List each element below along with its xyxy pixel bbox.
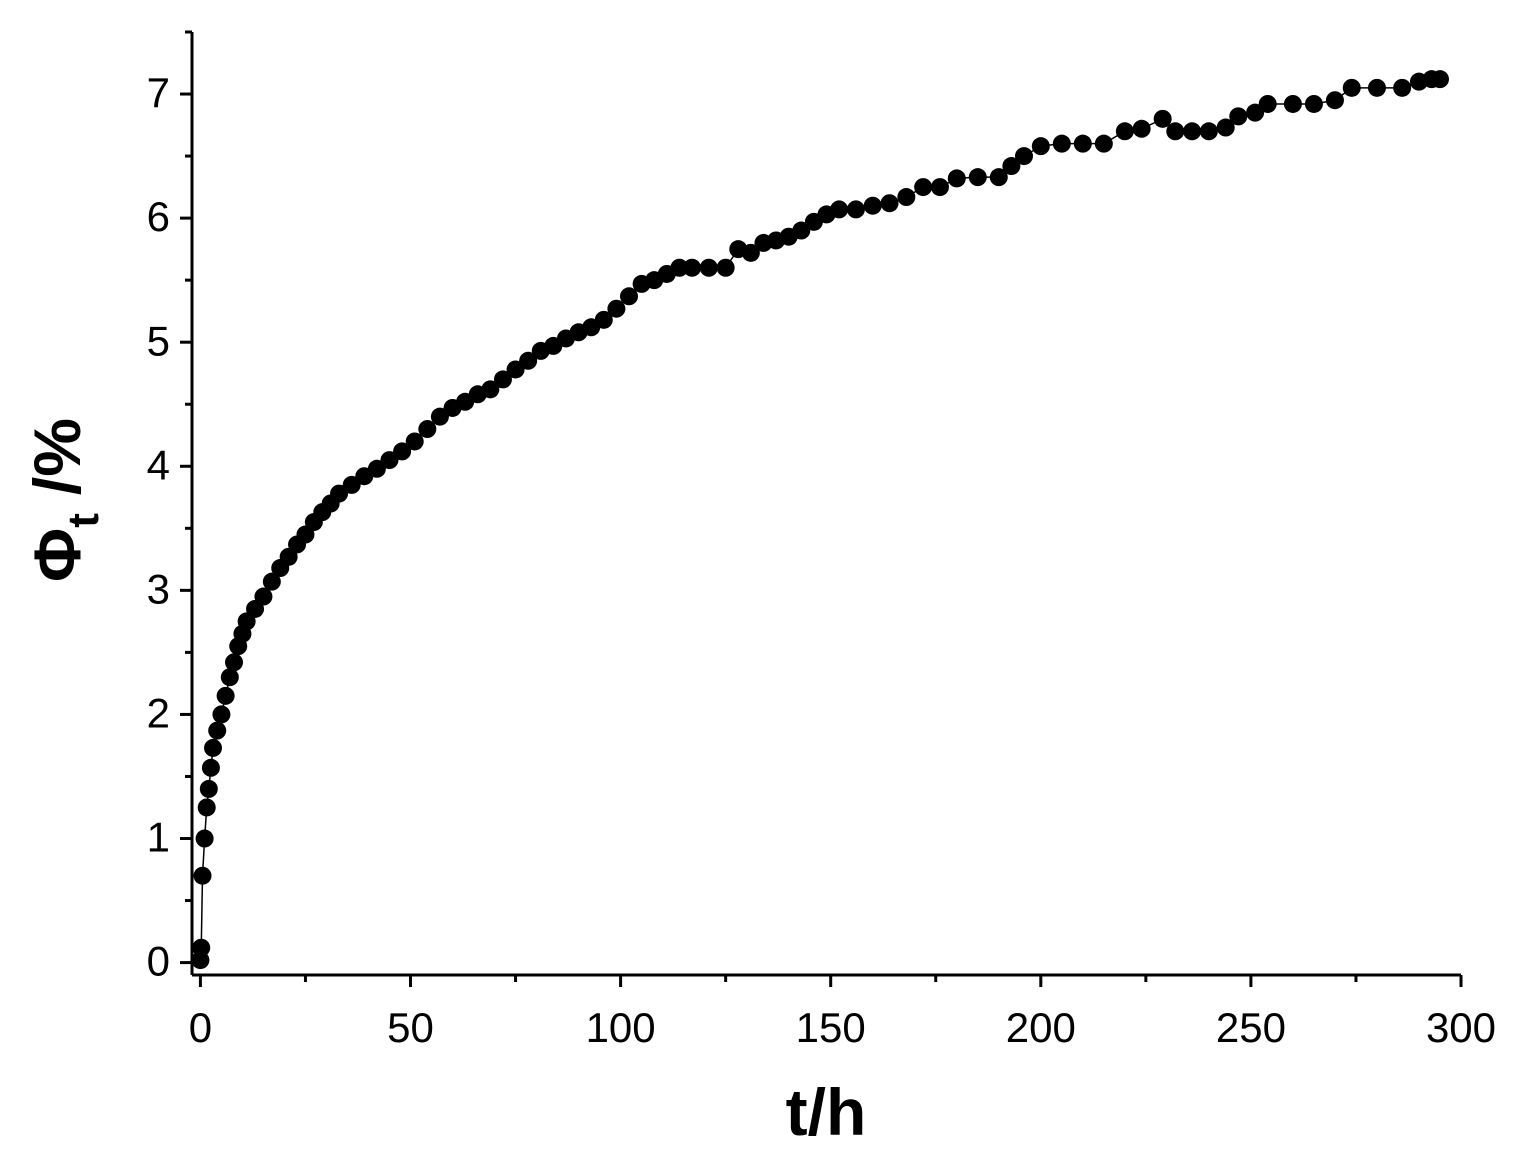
- y-axis-title: Φt /%: [20, 418, 108, 582]
- data-point: [197, 798, 216, 817]
- data-point: [1258, 94, 1277, 113]
- y-axis-subscript: t: [59, 513, 108, 528]
- y-axis-unit: /%: [20, 418, 94, 495]
- data-point: [1153, 109, 1172, 128]
- data-point: [1283, 94, 1302, 113]
- y-tick-label: 4: [147, 441, 170, 488]
- data-point: [199, 779, 218, 798]
- data-point: [405, 432, 424, 451]
- data-point: [1216, 118, 1235, 137]
- data-point: [741, 243, 760, 262]
- y-axis-symbol: Φ: [20, 528, 94, 582]
- data-point: [262, 572, 281, 591]
- data-point: [195, 829, 214, 848]
- data-point: [330, 484, 349, 503]
- data-point: [216, 686, 235, 705]
- data-point: [1199, 122, 1218, 141]
- data-point: [670, 258, 689, 277]
- data-point: [699, 258, 718, 277]
- data-point: [1166, 122, 1185, 141]
- x-axis-title: t/h: [786, 1075, 867, 1149]
- data-point: [930, 178, 949, 197]
- data-point: [193, 866, 212, 885]
- data-point: [1304, 94, 1323, 113]
- data-point: [863, 196, 882, 215]
- data-point: [393, 442, 412, 461]
- data-point: [683, 258, 702, 277]
- x-tick-label: 50: [387, 1004, 434, 1051]
- x-tick-label: 150: [796, 1004, 866, 1051]
- data-point: [1052, 134, 1071, 153]
- data-point: [430, 407, 449, 426]
- data-point: [968, 168, 987, 187]
- data-point: [716, 258, 735, 277]
- data-point: [880, 194, 899, 213]
- data-point: [1115, 122, 1134, 141]
- data-point: [192, 938, 211, 957]
- data-point: [1325, 91, 1344, 110]
- data-point: [1367, 78, 1386, 97]
- data-point: [1229, 107, 1248, 126]
- data-point: [481, 380, 500, 399]
- data-point: [989, 168, 1008, 187]
- data-point: [1031, 137, 1050, 156]
- x-tick-label: 200: [1006, 1004, 1076, 1051]
- data-point: [846, 200, 865, 219]
- data-point: [1246, 103, 1265, 122]
- x-tick-label: 0: [189, 1004, 212, 1051]
- data-point: [367, 459, 386, 478]
- data-point: [1014, 147, 1033, 166]
- y-tick-label: 3: [147, 565, 170, 612]
- data-point: [506, 360, 525, 379]
- data-point: [1132, 119, 1151, 138]
- data-point: [620, 287, 639, 306]
- data-point: [1342, 78, 1361, 97]
- data-point: [418, 420, 437, 439]
- y-tick-label: 5: [147, 317, 170, 364]
- data-point: [830, 200, 849, 219]
- data-point: [1183, 122, 1202, 141]
- data-point: [220, 668, 239, 687]
- y-tick-label: 1: [147, 814, 170, 861]
- data-point: [792, 221, 811, 240]
- data-point: [225, 653, 244, 672]
- y-tick-label: 0: [147, 938, 170, 985]
- data-point: [493, 370, 512, 389]
- data-point: [897, 188, 916, 207]
- data-point: [1073, 134, 1092, 153]
- data-point: [594, 310, 613, 329]
- x-tick-label: 250: [1216, 1004, 1286, 1051]
- data-point: [254, 587, 273, 606]
- data-point: [519, 351, 538, 370]
- y-tick-label: 2: [147, 690, 170, 737]
- data-point: [914, 178, 933, 197]
- data-point: [947, 169, 966, 188]
- data-point: [201, 758, 220, 777]
- data-point: [212, 705, 231, 724]
- data-point: [204, 738, 223, 757]
- y-tick-label: 6: [147, 193, 170, 240]
- x-tick-label: 100: [586, 1004, 656, 1051]
- data-point: [342, 475, 361, 494]
- data-point: [1393, 78, 1412, 97]
- data-point: [607, 299, 626, 318]
- data-point: [208, 721, 227, 740]
- data-point: [1002, 157, 1021, 176]
- x-tick-label: 300: [1426, 1004, 1496, 1051]
- data-point: [1094, 134, 1113, 153]
- data-point: [1430, 70, 1449, 89]
- y-tick-label: 7: [147, 69, 170, 116]
- data-point: [380, 451, 399, 470]
